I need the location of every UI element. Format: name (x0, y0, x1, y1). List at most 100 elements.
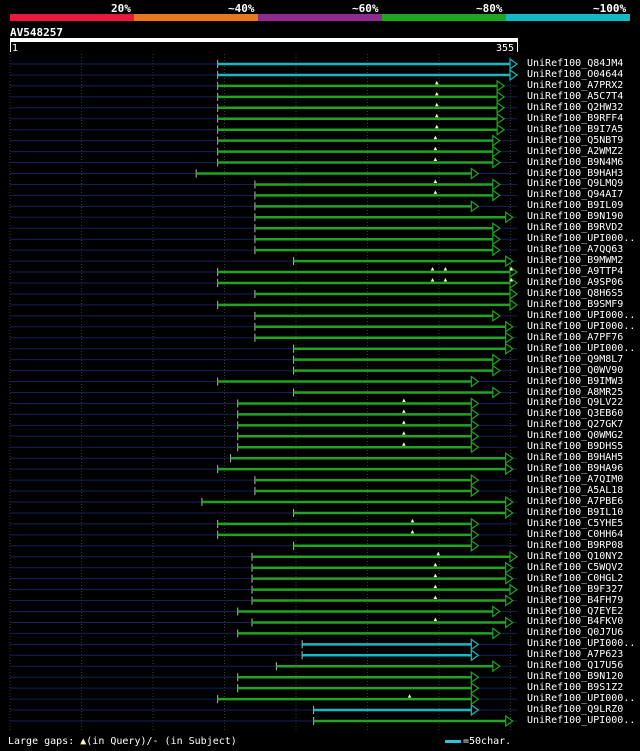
hit-label[interactable]: UniRef100_Q9LRZ0 (527, 704, 624, 716)
hit-label[interactable]: UniRef100_B9DHS5 (527, 441, 624, 453)
hit-label[interactable]: UniRef100_A8MR25 (527, 386, 624, 398)
hit-label[interactable]: UniRef100_B9IMW3 (527, 375, 624, 387)
hit-arrow (470, 408, 480, 421)
hit-label[interactable]: UniRef100_C0HGL2 (527, 572, 624, 584)
hit-arrow (505, 211, 514, 224)
hit-label[interactable]: UniRef100_B9N4M6 (527, 156, 624, 168)
hit-label[interactable]: UniRef100_A9TTP4 (527, 266, 624, 278)
hit-arrow (505, 342, 514, 355)
hit-label[interactable]: UniRef100_B9SMF9 (527, 298, 624, 310)
hit-label[interactable]: UniRef100_B9F327 (527, 583, 624, 595)
hit-arrow (492, 353, 501, 366)
hit-label[interactable]: UniRef100_Q10NY2 (527, 550, 624, 562)
hit-arrow (470, 397, 480, 410)
hit-label[interactable]: UniRef100_Q94AI7 (527, 189, 624, 201)
hit-label[interactable]: UniRef100_A7QIM0 (527, 474, 624, 486)
hit-label[interactable]: UniRef100_C5YHE5 (527, 517, 624, 529)
hit-label[interactable]: UniRef100_Q0WMG2 (527, 430, 624, 442)
hit-label[interactable]: UniRef100_B9IL09 (527, 200, 624, 212)
hit-arrow (470, 638, 480, 651)
hit-label[interactable]: UniRef100_A7PF76 (527, 331, 624, 343)
hit-label[interactable]: UniRef100_B9HAH5 (527, 452, 624, 464)
hit-arrow (505, 495, 514, 509)
hit-label[interactable]: UniRef100_Q9LMQ9 (527, 178, 624, 190)
hit-label[interactable]: UniRef100_O04644 (527, 68, 624, 80)
hit-label[interactable]: UniRef100_Q5NBT9 (527, 134, 624, 146)
hit-arrow (492, 660, 501, 673)
hit-label[interactable]: UniRef100_Q7EYE2 (527, 605, 624, 617)
hit-arrow (509, 68, 519, 82)
hit-arrow (470, 167, 480, 180)
hit-label[interactable]: UniRef100_Q3EB60 (527, 408, 624, 420)
hit-label[interactable]: UniRef100_UPI000.. (527, 309, 636, 321)
hit-arrow (470, 200, 480, 213)
hit-label[interactable]: UniRef100_Q2HW32 (527, 101, 624, 113)
legend-label-4: ~80% (476, 2, 503, 15)
hit-label[interactable]: UniRef100_A7QQ63 (527, 244, 624, 256)
hit-label[interactable]: UniRef100_B9N120 (527, 671, 624, 683)
hit-label[interactable]: UniRef100_B9IL10 (527, 506, 624, 518)
hit-arrow (470, 671, 480, 684)
hit-label[interactable]: UniRef100_C0HH64 (527, 528, 624, 540)
hit-label[interactable]: UniRef100_C5WQV2 (527, 561, 624, 573)
query-ruler (10, 38, 518, 42)
hit-arrow (492, 134, 501, 147)
hit-label[interactable]: UniRef100_A9SP06 (527, 277, 624, 288)
hit-arrow (505, 506, 514, 520)
hit-label[interactable]: UniRef100_UPI000.. (527, 638, 636, 650)
hit-arrow (505, 452, 514, 465)
hit-label[interactable]: UniRef100_B9RP08 (527, 539, 624, 551)
query-gap-marker (434, 113, 439, 118)
hit-label[interactable]: UniRef100_B9N190 (527, 211, 624, 223)
hit-arrow (470, 517, 480, 531)
hit-label[interactable]: UniRef100_A5AL18 (527, 485, 624, 497)
scale-legend: =50char. (445, 736, 511, 747)
hit-arrow (470, 703, 480, 717)
hit-label[interactable]: UniRef100_A7P623 (527, 649, 624, 661)
query-gap-marker (430, 278, 435, 282)
query-gap-marker (433, 146, 438, 151)
hit-label[interactable]: UniRef100_UPI000.. (527, 342, 636, 354)
hit-label[interactable]: UniRef100_B9RFF4 (527, 112, 624, 124)
legend-band-5 (506, 14, 630, 21)
hit-label[interactable]: UniRef100_B9RVD2 (527, 222, 624, 234)
hit-label[interactable]: UniRef100_B4FH79 (527, 594, 624, 606)
hit-label[interactable]: UniRef100_A7PRX2 (527, 79, 624, 91)
hit-label[interactable]: UniRef100_UPI000.. (527, 715, 636, 726)
hit-arrow (492, 156, 501, 169)
hit-arrow (509, 287, 519, 301)
hit-label[interactable]: UniRef100_B9HAH3 (527, 167, 624, 179)
hit-label[interactable]: UniRef100_UPI000.. (527, 693, 636, 705)
hit-label[interactable]: UniRef100_A7PBE6 (527, 496, 624, 507)
hit-arrow (470, 441, 480, 454)
hit-label[interactable]: UniRef100_A5C7T4 (527, 90, 624, 102)
hit-label[interactable]: UniRef100_Q17U56 (527, 660, 624, 672)
hit-label[interactable]: UniRef100_UPI000.. (527, 320, 636, 332)
hit-label[interactable]: UniRef100_Q27GK7 (527, 419, 624, 431)
hit-arrow (505, 331, 514, 344)
hit-label[interactable]: UniRef100_Q9LV22 (527, 397, 624, 409)
hit-arrow (492, 233, 501, 246)
hit-label[interactable]: UniRef100_Q84JM4 (527, 58, 624, 69)
query-gap-marker (434, 124, 439, 129)
hit-arrow (492, 243, 501, 257)
hit-arrow (492, 189, 501, 202)
query-gap-marker (443, 278, 448, 282)
hit-label[interactable]: UniRef100_B4FKV0 (527, 616, 624, 628)
hit-label[interactable]: UniRef100_UPI000.. (527, 233, 636, 245)
hit-label[interactable]: UniRef100_Q8H6S5 (527, 287, 624, 299)
hit-label[interactable]: UniRef100_B9I7A5 (527, 123, 624, 135)
query-name: AV548257 (10, 26, 63, 39)
hit-label[interactable]: UniRef100_B9S1Z2 (527, 682, 624, 694)
query-gap-marker (433, 562, 438, 567)
hit-arrow (470, 692, 480, 706)
hit-label[interactable]: UniRef100_Q9M8L7 (527, 353, 624, 365)
hit-label[interactable]: UniRef100_Q0WV90 (527, 364, 624, 376)
query-gap-icon: ▲ (80, 736, 87, 747)
hit-label[interactable]: UniRef100_Q0J7U6 (527, 627, 624, 639)
query-gap-marker (509, 278, 514, 282)
hit-label[interactable]: UniRef100_A2WMZ2 (527, 145, 624, 157)
hit-label[interactable]: UniRef100_B9HA96 (527, 463, 624, 475)
hit-label[interactable]: UniRef100_B9MWM2 (527, 255, 624, 267)
legend-label-5: ~100% (593, 2, 627, 15)
